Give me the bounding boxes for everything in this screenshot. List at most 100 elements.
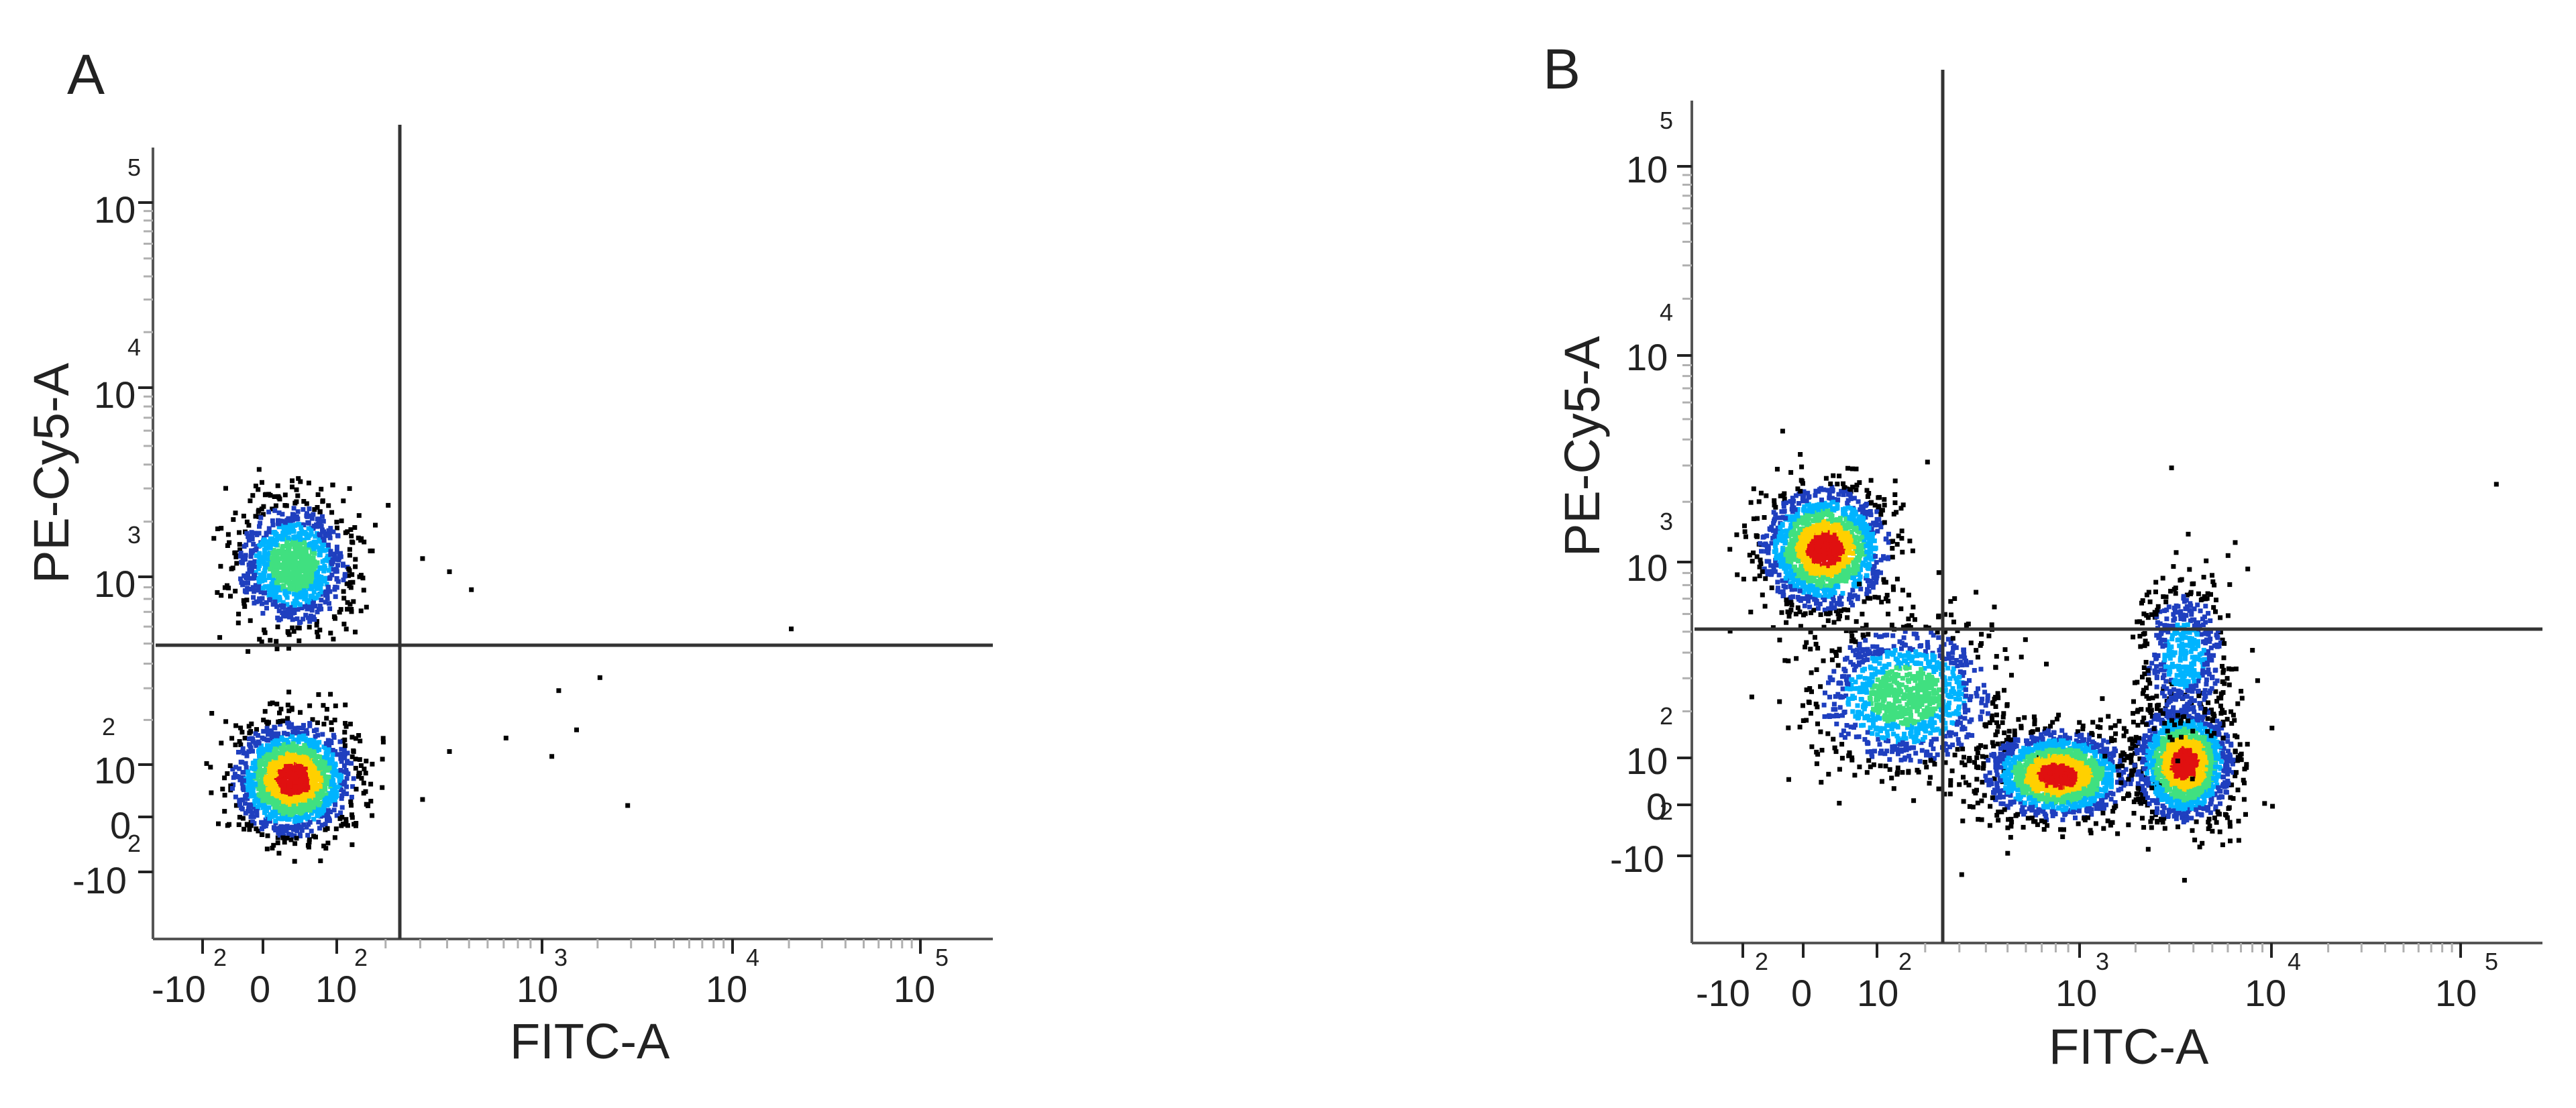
event-point	[1821, 565, 1827, 571]
event-point	[282, 781, 287, 787]
event-point	[332, 835, 337, 840]
event-point	[1822, 598, 1827, 602]
event-point	[1848, 496, 1854, 502]
event-point	[280, 747, 286, 753]
event-point	[248, 814, 254, 820]
event-point	[1812, 592, 1817, 597]
event-point	[332, 765, 337, 770]
event-point	[273, 812, 278, 818]
event-point	[1872, 594, 1878, 600]
event-point	[321, 538, 327, 543]
event-point	[300, 726, 305, 731]
event-point	[279, 793, 284, 799]
event-point	[356, 513, 362, 518]
event-point	[1878, 524, 1884, 530]
event-point	[1819, 514, 1825, 520]
event-point	[1819, 497, 1824, 502]
event-point	[1780, 589, 1786, 594]
event-point	[250, 736, 256, 742]
event-point	[335, 525, 339, 531]
event-point	[219, 526, 224, 531]
event-point	[1775, 586, 1780, 591]
event-point	[1784, 533, 1789, 539]
event-point	[251, 595, 256, 600]
event-point	[262, 492, 268, 498]
event-point	[1814, 667, 1819, 672]
event-point	[1845, 531, 1850, 536]
event-point	[290, 753, 296, 758]
event-point	[286, 646, 291, 651]
event-point	[340, 561, 345, 567]
event-point	[241, 601, 247, 606]
event-point	[351, 599, 356, 604]
event-point	[1813, 551, 1818, 557]
event-point	[357, 574, 362, 579]
event-point	[323, 785, 328, 790]
event-point	[285, 720, 290, 726]
event-point	[285, 525, 290, 531]
event-point	[315, 609, 320, 614]
event-point	[1866, 491, 1872, 496]
event-point	[257, 579, 262, 585]
event-point	[1831, 598, 1836, 603]
event-point	[297, 768, 302, 773]
event-point	[1902, 731, 1907, 736]
event-point	[1849, 633, 1855, 639]
event-point	[350, 579, 356, 585]
event-point	[297, 531, 303, 536]
event-point	[1858, 586, 1864, 592]
event-point	[238, 576, 244, 581]
event-point	[313, 596, 318, 601]
event-point	[269, 559, 274, 565]
event-point	[277, 710, 282, 716]
event-point	[1783, 563, 1788, 568]
event-point	[311, 512, 316, 517]
event-point	[277, 573, 282, 578]
event-point	[1963, 710, 1968, 715]
event-point	[230, 786, 235, 791]
event-point	[1858, 507, 1863, 512]
event-point	[1825, 543, 1830, 549]
event-point	[307, 808, 313, 813]
event-point	[1960, 673, 1966, 678]
event-point	[271, 842, 276, 848]
event-point	[1798, 488, 1803, 494]
event-point	[1813, 571, 1819, 576]
event-point	[1811, 559, 1817, 564]
event-point	[297, 638, 302, 643]
event-point	[238, 551, 244, 555]
event-point	[249, 530, 254, 535]
event-point	[300, 586, 305, 590]
event-point	[1760, 569, 1765, 574]
event-point	[278, 722, 283, 727]
event-point	[278, 535, 283, 540]
event-point	[241, 580, 247, 586]
event-point	[1859, 547, 1864, 552]
event-point	[1804, 498, 1809, 504]
event-point	[1844, 539, 1849, 545]
event-point	[1882, 579, 1887, 585]
event-point	[1769, 541, 1774, 546]
event-point	[328, 552, 333, 557]
event-point	[314, 622, 319, 628]
event-point	[1839, 562, 1844, 567]
event-point	[1861, 516, 1866, 521]
event-point	[1876, 595, 1881, 600]
event-point	[350, 754, 355, 759]
event-point	[337, 816, 343, 822]
event-point	[276, 778, 282, 783]
event-point	[225, 532, 231, 537]
event-point	[1790, 509, 1795, 514]
event-point	[1829, 536, 1833, 541]
event-point	[313, 783, 319, 789]
event-point	[267, 584, 272, 589]
event-point	[1811, 537, 1817, 543]
event-point	[310, 801, 315, 807]
event-point	[1801, 508, 1807, 513]
event-point	[291, 557, 297, 563]
event-point	[266, 749, 271, 754]
event-point	[278, 706, 284, 712]
event-point	[261, 590, 266, 596]
event-point	[333, 761, 338, 767]
event-point	[351, 749, 356, 755]
